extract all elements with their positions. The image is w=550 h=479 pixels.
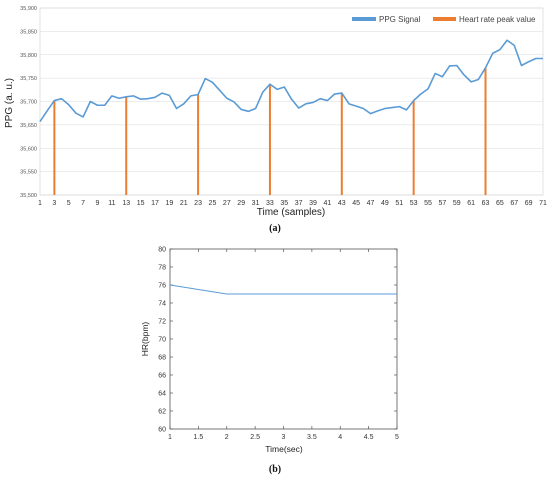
chart-a-x-tick-label: 71 (539, 200, 547, 207)
chart-a-gridlines (40, 7, 543, 196)
chart-a-x-tick-label: 3 (52, 200, 56, 207)
chart-b-x-tick-label: 1 (168, 434, 172, 441)
chart-a-x-tick-label: 23 (194, 200, 202, 207)
chart-a-x-tick-label: 35 (280, 200, 288, 207)
chart-a-x-tick-label: 67 (510, 200, 518, 207)
chart-a-legend: PPG Signal Heart rate peak value (352, 15, 536, 24)
chart-a-x-tick-label: 37 (295, 200, 303, 207)
chart-a-x-tick-label: 27 (223, 200, 231, 207)
chart-a-x-tick-label: 41 (324, 200, 332, 207)
chart-a-y-tick-label: 35,900 (20, 6, 37, 12)
chart-a-x-tick-label: 53 (410, 200, 418, 207)
chart-b-y-tick-label: 72 (158, 319, 166, 326)
chart-b-plot-frame (169, 248, 398, 430)
legend-peak-label: Heart rate peak value (459, 15, 536, 24)
chart-a-caption: (a) (269, 223, 281, 234)
chart-a-x-tick-label: 33 (266, 200, 274, 207)
chart-a-x-tick-label: 1 (38, 200, 42, 207)
chart-a-x-tick-label: 25 (209, 200, 217, 207)
legend-ppg-label: PPG Signal (379, 15, 421, 24)
chart-b-y-tick-label: 70 (158, 337, 166, 344)
chart-a-x-tick-label: 31 (252, 200, 260, 207)
chart-a-x-tick-label: 57 (439, 200, 447, 207)
chart-b-x-tick-label: 4.5 (364, 434, 374, 441)
chart-b-x-tick-label: 5 (395, 434, 399, 441)
chart-b-caption: (b) (269, 464, 281, 475)
chart-a-x-tick-label: 11 (108, 200, 115, 207)
chart-a-x-tick-label: 29 (237, 200, 245, 207)
chart-a-y-tick-label: 35,650 (20, 123, 37, 129)
chart-b-y-tick-label: 80 (158, 247, 166, 254)
hr-line (169, 284, 397, 295)
chart-a-peak-stems (53, 67, 487, 195)
chart-a-x-tick-label: 7 (81, 200, 85, 207)
chart-a-y-tick-label: 35,850 (20, 29, 37, 35)
chart-a-x-tick-label: 39 (309, 200, 317, 207)
chart-b-y-ticks: 60 62 64 66 68 70 72 74 76 78 80 (158, 247, 397, 434)
chart-b-y-tick-label: 62 (158, 409, 166, 416)
chart-a-y-ticks: 35,500 35,550 35,600 35,650 35,700 35,750 35,8… (20, 6, 37, 199)
chart-a-x-axis-label: Time (samples) (257, 207, 326, 218)
chart-a-x-ticks: 1 3 5 7 9 11 13 15 17 19 21 23 25 27 29 31 33 35 37 39 41 43 4… (38, 200, 547, 207)
chart-a-x-tick-label: 51 (395, 200, 403, 207)
chart-b-x-tick-label: 3.5 (307, 434, 317, 441)
chart-a-ppg-line (39, 39, 543, 123)
ppg-signal-line (39, 39, 543, 123)
chart-a-x-tick-label: 61 (467, 200, 475, 207)
chart-b-x-tick-label: 4 (338, 434, 342, 441)
chart-b-x-tick-label: 3 (282, 434, 286, 441)
chart-b-y-tick-label: 60 (158, 427, 166, 434)
chart-a-x-tick-label: 59 (453, 200, 461, 207)
chart-a-x-tick-label: 43 (338, 200, 346, 207)
chart-a-x-tick-label: 21 (180, 200, 188, 207)
chart-b-x-ticks: 1 1.5 2 2.5 3 3.5 4 4.5 5 (168, 249, 399, 441)
chart-a-y-tick-label: 35,550 (20, 170, 37, 176)
chart-b-y-tick-label: 76 (158, 283, 166, 290)
chart-b-y-axis-label: HR(bpm) (140, 322, 150, 357)
chart-b-y-tick-label: 68 (158, 355, 166, 362)
chart-a-x-tick-label: 19 (165, 200, 173, 207)
chart-b-y-tick-label: 64 (158, 391, 166, 398)
chart-b-x-tick-label: 2.5 (250, 434, 260, 441)
chart-a-x-tick-label: 63 (482, 200, 490, 207)
chart-a-x-tick-label: 15 (137, 200, 145, 207)
chart-a-x-tick-label: 17 (151, 200, 159, 207)
chart-a-y-tick-label: 35,600 (20, 146, 37, 152)
chart-b-y-tick-label: 66 (158, 373, 166, 380)
chart-b-y-tick-label: 74 (158, 301, 166, 308)
chart-b-hr: 60 62 64 66 68 70 72 74 76 78 80 1 1.5 2 2.5 3 3.5 4 4.5 5… (140, 247, 399, 476)
chart-a-y-tick-label: 35,500 (20, 193, 37, 199)
chart-a-y-tick-label: 35,750 (20, 76, 37, 82)
chart-a-y-axis-label: PPG (a. u.) (4, 78, 15, 128)
chart-a-x-tick-label: 45 (352, 200, 360, 207)
chart-b-hr-line (169, 284, 397, 295)
chart-a-x-tick-label: 49 (381, 200, 389, 207)
chart-a-x-tick-label: 47 (367, 200, 375, 207)
chart-a-x-tick-label: 5 (67, 200, 71, 207)
chart-b-x-tick-label: 2 (225, 434, 229, 441)
chart-a-x-tick-label: 13 (122, 200, 130, 207)
chart-a-y-tick-label: 35,700 (20, 100, 37, 106)
chart-b-y-tick-label: 78 (158, 265, 166, 272)
chart-a-ppg: 35,500 35,550 35,600 35,650 35,700 35,750 35,8… (4, 6, 547, 234)
chart-b-x-tick-label: 1.5 (194, 434, 204, 441)
chart-b-x-axis-label: Time(sec) (265, 444, 303, 454)
chart-a-y-tick-label: 35,800 (20, 53, 37, 59)
chart-a-x-tick-label: 65 (496, 200, 504, 207)
chart-a-x-tick-label: 55 (424, 200, 432, 207)
chart-a-x-tick-label: 9 (96, 200, 100, 207)
chart-a-x-tick-label: 69 (525, 200, 533, 207)
